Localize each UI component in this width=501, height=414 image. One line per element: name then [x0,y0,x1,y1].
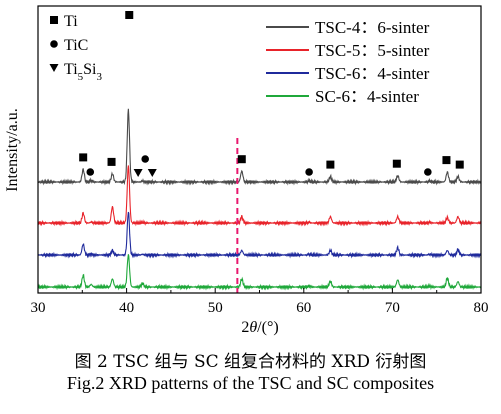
phase-symbol-circle [50,40,58,48]
series-line-4 [37,254,482,291]
plot-layer [37,108,482,293]
series-line-2 [37,165,482,227]
peak-marker-triangle-down [147,169,157,177]
peak-marker-square [442,156,451,165]
x-axis-title-theta: θ [249,319,257,336]
legend-label-2: TSC-5：5-sinter [315,41,430,60]
phase-symbol-square [50,16,58,24]
peak-marker-square [79,153,88,162]
phase-label-3: Ti5Si3 [64,61,103,83]
x-tick-label-80: 80 [474,300,489,316]
phase-subscript: 3 [97,71,103,83]
peak-marker-square [237,155,246,164]
peak-marker-square [455,160,464,169]
phase-label-part: Si [83,61,97,78]
x-tick-label-40: 40 [119,300,134,316]
peak-marker-triangle-down [133,169,143,177]
peak-marker-circle [141,155,150,163]
x-axis-title: 2θ/(°) [241,319,278,336]
peak-marker-square [107,157,116,166]
xrd-chart: 30 40 50 60 70 80 TSC-4：6-sinter TSC-5：5-sinte… [4,5,489,336]
peak-marker-square [125,11,134,19]
peak-marker-circle [305,168,313,176]
peak-marker-circle [86,168,95,176]
series-legend: TSC-4：6-sinter TSC-5：5-sinter TSC-6：4-sint… [266,18,430,106]
x-tick-label-70: 70 [385,300,400,316]
x-tick-label-30: 30 [31,300,46,316]
series-line-3 [37,211,482,259]
peak-marker-circle [424,168,432,176]
peak-marker-square [392,159,401,168]
y-axis-title: Intensity/a.u. [4,108,21,192]
legend-label-4: SC-6：4-sinter [315,87,419,106]
phase-legend: Ti TiC Ti5Si3 [49,13,103,83]
peak-marker-square [326,160,335,169]
phase-subscript: 5 [78,71,84,83]
caption-english: Fig.2 XRD patterns of the TSC and SC com… [66,373,435,393]
axis-layer: 30 40 50 60 70 80 [31,288,489,316]
peak-marker-layer [79,11,464,177]
legend-label-1: TSC-4：6-sinter [315,18,430,37]
phase-label-2: TiC [64,37,88,54]
phase-symbol-triangle-down [49,64,59,72]
x-tick-label-50: 50 [208,300,223,316]
caption-chinese: 图 2 TSC 组与 SC 组复合材料的 XRD 衍射图 [74,352,427,372]
series-line-1 [37,108,482,186]
legend-label-3: TSC-6：4-sinter [315,64,430,83]
x-tick-label-60: 60 [296,300,311,316]
phase-label-1: Ti [64,13,78,30]
